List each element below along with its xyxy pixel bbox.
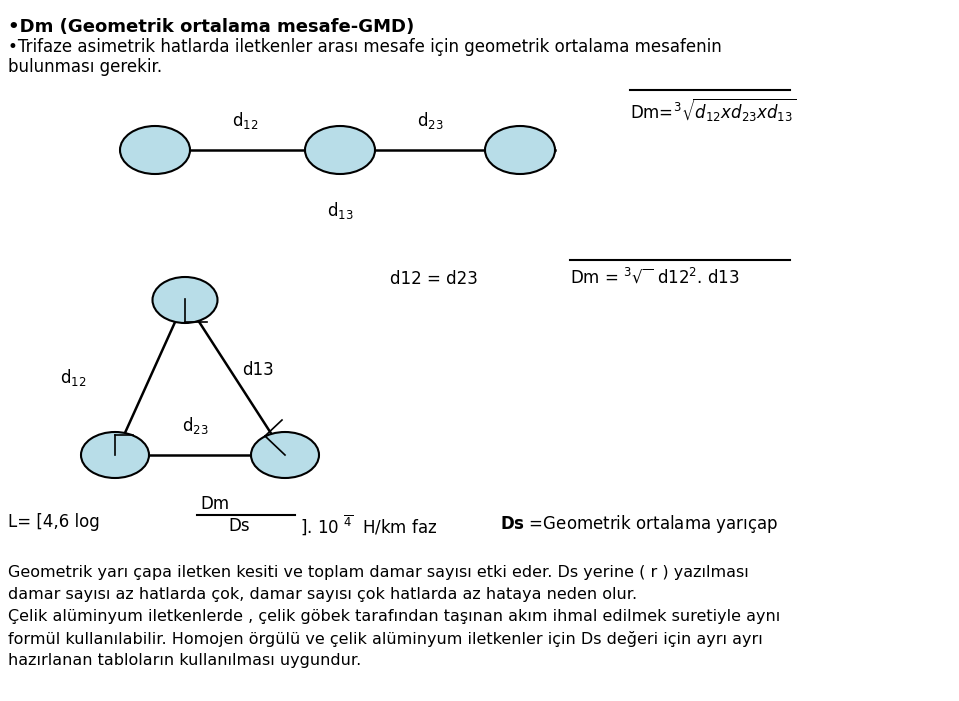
Text: d$_{13}$: d$_{13}$ [327,200,353,221]
Ellipse shape [152,277,218,323]
Text: Dm: Dm [200,495,229,513]
Text: d$_{23}$: d$_{23}$ [417,110,443,131]
Text: Ds: Ds [228,517,249,535]
Text: damar sayısı az hatlarda çok, damar sayısı çok hatlarda az hataya neden olur.: damar sayısı az hatlarda çok, damar sayı… [8,587,637,602]
Text: Geometrik yarı çapa iletken kesiti ve toplam damar sayısı etki eder. Ds yerine (: Geometrik yarı çapa iletken kesiti ve to… [8,565,749,580]
Text: d12 = d23: d12 = d23 [390,270,478,288]
Text: $\mathbf{Ds}$ =Geometrik ortalama yarıçap: $\mathbf{Ds}$ =Geometrik ortalama yarıça… [500,513,778,535]
Text: Dm = $^{3}\sqrt{\ }$ d12$^{2}$. d13: Dm = $^{3}\sqrt{\ }$ d12$^{2}$. d13 [570,267,739,287]
Text: hazırlanan tabloların kullanılması uygundur.: hazırlanan tabloların kullanılması uygun… [8,653,362,668]
Text: formül kullanılabilir. Homojen örgülü ve çelik alüminyum iletkenler için Ds değe: formül kullanılabilir. Homojen örgülü ve… [8,631,762,647]
Ellipse shape [305,126,375,174]
Text: •Dm (Geometrik ortalama mesafe-GMD): •Dm (Geometrik ortalama mesafe-GMD) [8,18,414,36]
Ellipse shape [120,126,190,174]
Text: Çelik alüminyum iletkenlerde , çelik göbek tarafından taşınan akım ihmal edilmek: Çelik alüminyum iletkenlerde , çelik göb… [8,609,781,624]
Ellipse shape [485,126,555,174]
Text: d$_{12}$: d$_{12}$ [60,367,86,388]
Text: •Trifaze asimetrik hatlarda iletkenler arası mesafe için geometrik ortalama mesa: •Trifaze asimetrik hatlarda iletkenler a… [8,38,722,56]
Text: d$_{12}$: d$_{12}$ [232,110,258,131]
Ellipse shape [251,432,319,478]
Text: Dm=$^{3}\sqrt{d_{12}xd_{23}xd_{13}}$: Dm=$^{3}\sqrt{d_{12}xd_{23}xd_{13}}$ [630,97,796,124]
Ellipse shape [81,432,149,478]
Text: bulunması gerekir.: bulunması gerekir. [8,58,162,76]
Text: d13: d13 [242,361,273,379]
Text: ]. 10 $^{\overline{4}}$  H/km faz: ]. 10 $^{\overline{4}}$ H/km faz [300,513,437,538]
Text: d$_{23}$: d$_{23}$ [181,415,208,436]
Text: L= [4,6 log: L= [4,6 log [8,513,100,531]
